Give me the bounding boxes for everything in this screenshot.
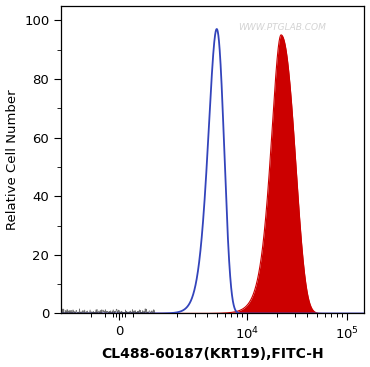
X-axis label: CL488-60187(KRT19),FITC-H: CL488-60187(KRT19),FITC-H	[101, 348, 324, 361]
Text: WWW.PTGLAB.COM: WWW.PTGLAB.COM	[239, 23, 326, 32]
Y-axis label: Relative Cell Number: Relative Cell Number	[6, 89, 18, 230]
